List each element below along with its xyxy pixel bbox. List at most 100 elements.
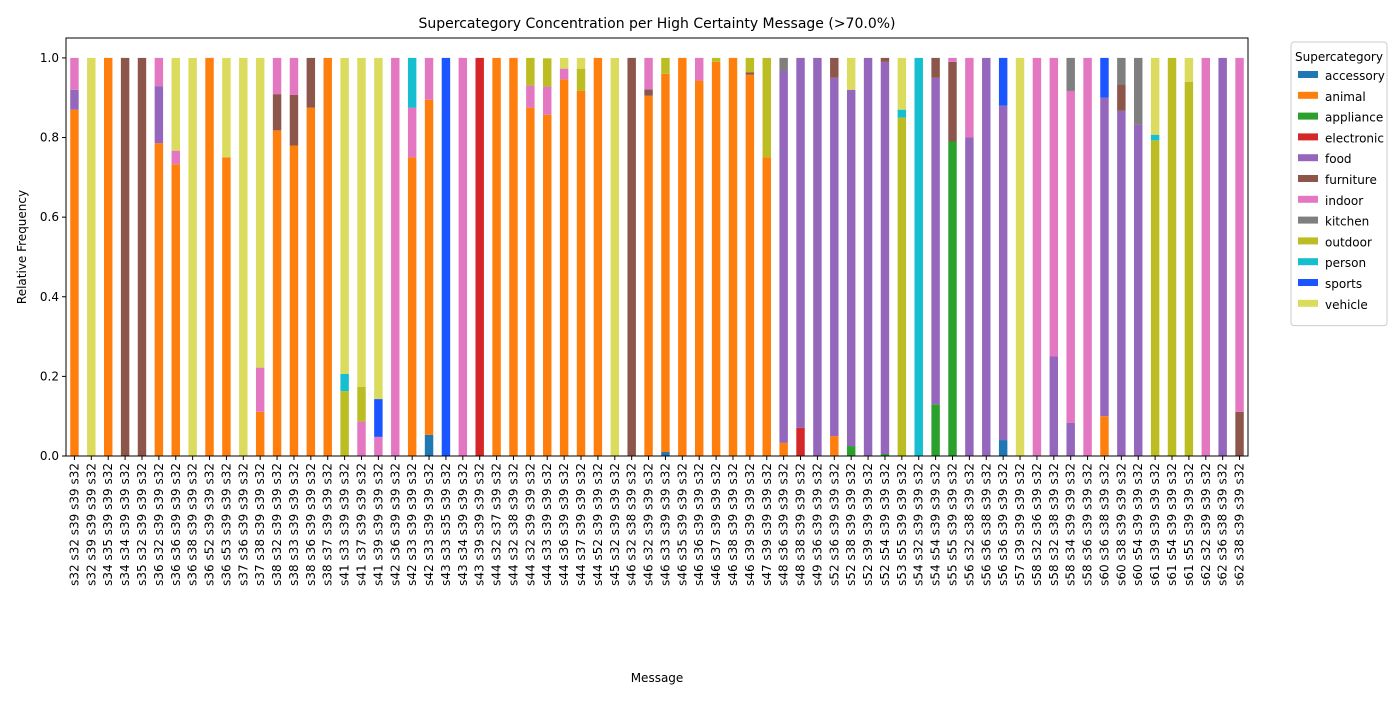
x-tick-label: s58 s32 s38 s39 s32 (1047, 463, 1061, 586)
bar-segment (779, 57, 788, 72)
x-tick-label: s42 s33 s39 s39 s32 (422, 463, 436, 586)
bar-segment (661, 57, 670, 74)
x-tick-label: s62 s38 s39 s39 s32 (1233, 463, 1247, 586)
x-tick-label: s42 s36 s39 s39 s32 (388, 463, 402, 586)
bar-segment (846, 446, 856, 456)
bar-segment (610, 57, 620, 457)
legend-label: accessory (1325, 69, 1385, 83)
bar-segment (543, 114, 552, 456)
bar-segment (897, 57, 907, 110)
x-tick-label: s60 s38 s39 s39 s32 (1114, 463, 1128, 586)
bar-segment (441, 57, 451, 457)
bar-segment (70, 89, 79, 110)
bar-segment (1235, 411, 1244, 456)
x-tick-label: s36 s32 s39 s39 s32 (152, 463, 166, 586)
x-tick-label: s49 s36 s39 s39 s32 (810, 463, 824, 586)
x-tick-label: s52 s36 s39 s39 s32 (827, 463, 841, 586)
bar-segment (593, 57, 603, 457)
bar-segment (306, 57, 316, 108)
x-tick-label: s43 s39 s39 s39 s32 (473, 463, 487, 586)
x-tick-label: s47 s39 s39 s39 s32 (760, 463, 774, 586)
bar-segment (340, 57, 349, 374)
x-tick-label: s43 s33 s35 s39 s32 (439, 463, 453, 586)
bar-segment (576, 90, 586, 457)
bar-segment (914, 57, 923, 457)
bar-segment (357, 57, 366, 387)
bar-segment (694, 80, 704, 456)
bar-segment (357, 386, 366, 422)
bar-segment (475, 57, 484, 457)
bar-segment (1066, 57, 1075, 91)
legend-swatch (1298, 216, 1318, 224)
y-tick-label: 0.2 (40, 369, 59, 383)
x-tick-label: s44 s52 s39 s39 s32 (591, 463, 605, 586)
bar-segment (374, 436, 383, 456)
x-tick-label: s44 s32 s38 s39 s32 (506, 463, 520, 586)
legend-label: electronic (1325, 131, 1384, 145)
bar-segment (289, 57, 299, 95)
x-tick-label: s48 s38 s39 s39 s32 (794, 463, 808, 586)
bar-segment (1049, 356, 1059, 456)
y-tick-label: 0.6 (40, 210, 59, 224)
legend-label: appliance (1325, 111, 1383, 125)
bar-segment (644, 95, 653, 456)
x-tick-label: s32 s32 s39 s39 s32 (67, 463, 81, 586)
bar-segment (1134, 57, 1143, 125)
legend-label: sports (1325, 277, 1362, 291)
bar-segment (762, 57, 771, 158)
bar-segment (982, 57, 991, 457)
bar-segment (1184, 81, 1194, 457)
x-tick-label: s43 s34 s39 s39 s32 (456, 463, 470, 586)
x-tick-label: s44 s32 s37 s39 s32 (490, 463, 504, 586)
bar-segment (509, 57, 518, 457)
x-tick-label: s46 s36 s39 s39 s32 (692, 463, 706, 586)
legend-label: furniture (1325, 173, 1377, 187)
bar-segment (255, 411, 265, 456)
bar-segment (965, 57, 974, 138)
bar-segment (661, 73, 670, 453)
x-tick-label: s58 s32 s36 s39 s32 (1030, 463, 1044, 586)
legend-swatch (1298, 279, 1318, 286)
bar-segment (526, 57, 535, 86)
bar-segment (813, 57, 822, 457)
bar-segment (255, 57, 265, 368)
y-axis-label: Relative Frequency (15, 190, 29, 304)
legend-label: indoor (1325, 194, 1363, 208)
bar-segment (340, 391, 349, 456)
bar-segment (492, 57, 501, 457)
x-tick-label: s37 s36 s39 s39 s32 (236, 463, 250, 586)
bar-segment (289, 94, 299, 146)
bar-segment (948, 141, 957, 456)
x-tick-label: s41 s39 s39 s39 s32 (371, 463, 385, 586)
x-tick-label: s41 s33 s39 s39 s32 (338, 463, 352, 586)
legend-label: animal (1325, 90, 1366, 104)
legend-title: Supercategory (1295, 50, 1383, 64)
bar-segment (559, 79, 569, 456)
bar-segment (1134, 124, 1143, 457)
x-tick-label: s46 s32 s39 s39 s32 (642, 463, 656, 586)
bar-segment (543, 58, 552, 87)
x-tick-label: s42 s33 s39 s39 s32 (405, 463, 419, 586)
y-tick-label: 0.0 (40, 449, 59, 463)
bar-segment (222, 157, 231, 456)
bar-segment (965, 137, 974, 456)
bar-segment (272, 130, 282, 456)
bar-segment (272, 57, 282, 95)
legend-swatch (1298, 195, 1318, 203)
x-tick-label: s62 s32 s39 s39 s32 (1199, 463, 1213, 586)
bar-segment (154, 57, 164, 87)
legend-label: person (1325, 256, 1366, 270)
legend-swatch (1298, 91, 1318, 99)
bar-segment (1049, 57, 1059, 357)
chart-title: Supercategory Concentration per High Cer… (419, 16, 896, 32)
bar-segment (880, 61, 890, 455)
bar-segment (70, 57, 79, 90)
bar-segment (846, 57, 856, 90)
bar-segment (289, 145, 299, 456)
bar-segment (1100, 97, 1109, 417)
bar-segment (931, 77, 940, 405)
x-tick-label: s45 s32 s39 s39 s32 (608, 463, 622, 586)
bar-segment (711, 61, 721, 457)
x-tick-label: s55 s55 s39 s39 s32 (946, 463, 960, 586)
